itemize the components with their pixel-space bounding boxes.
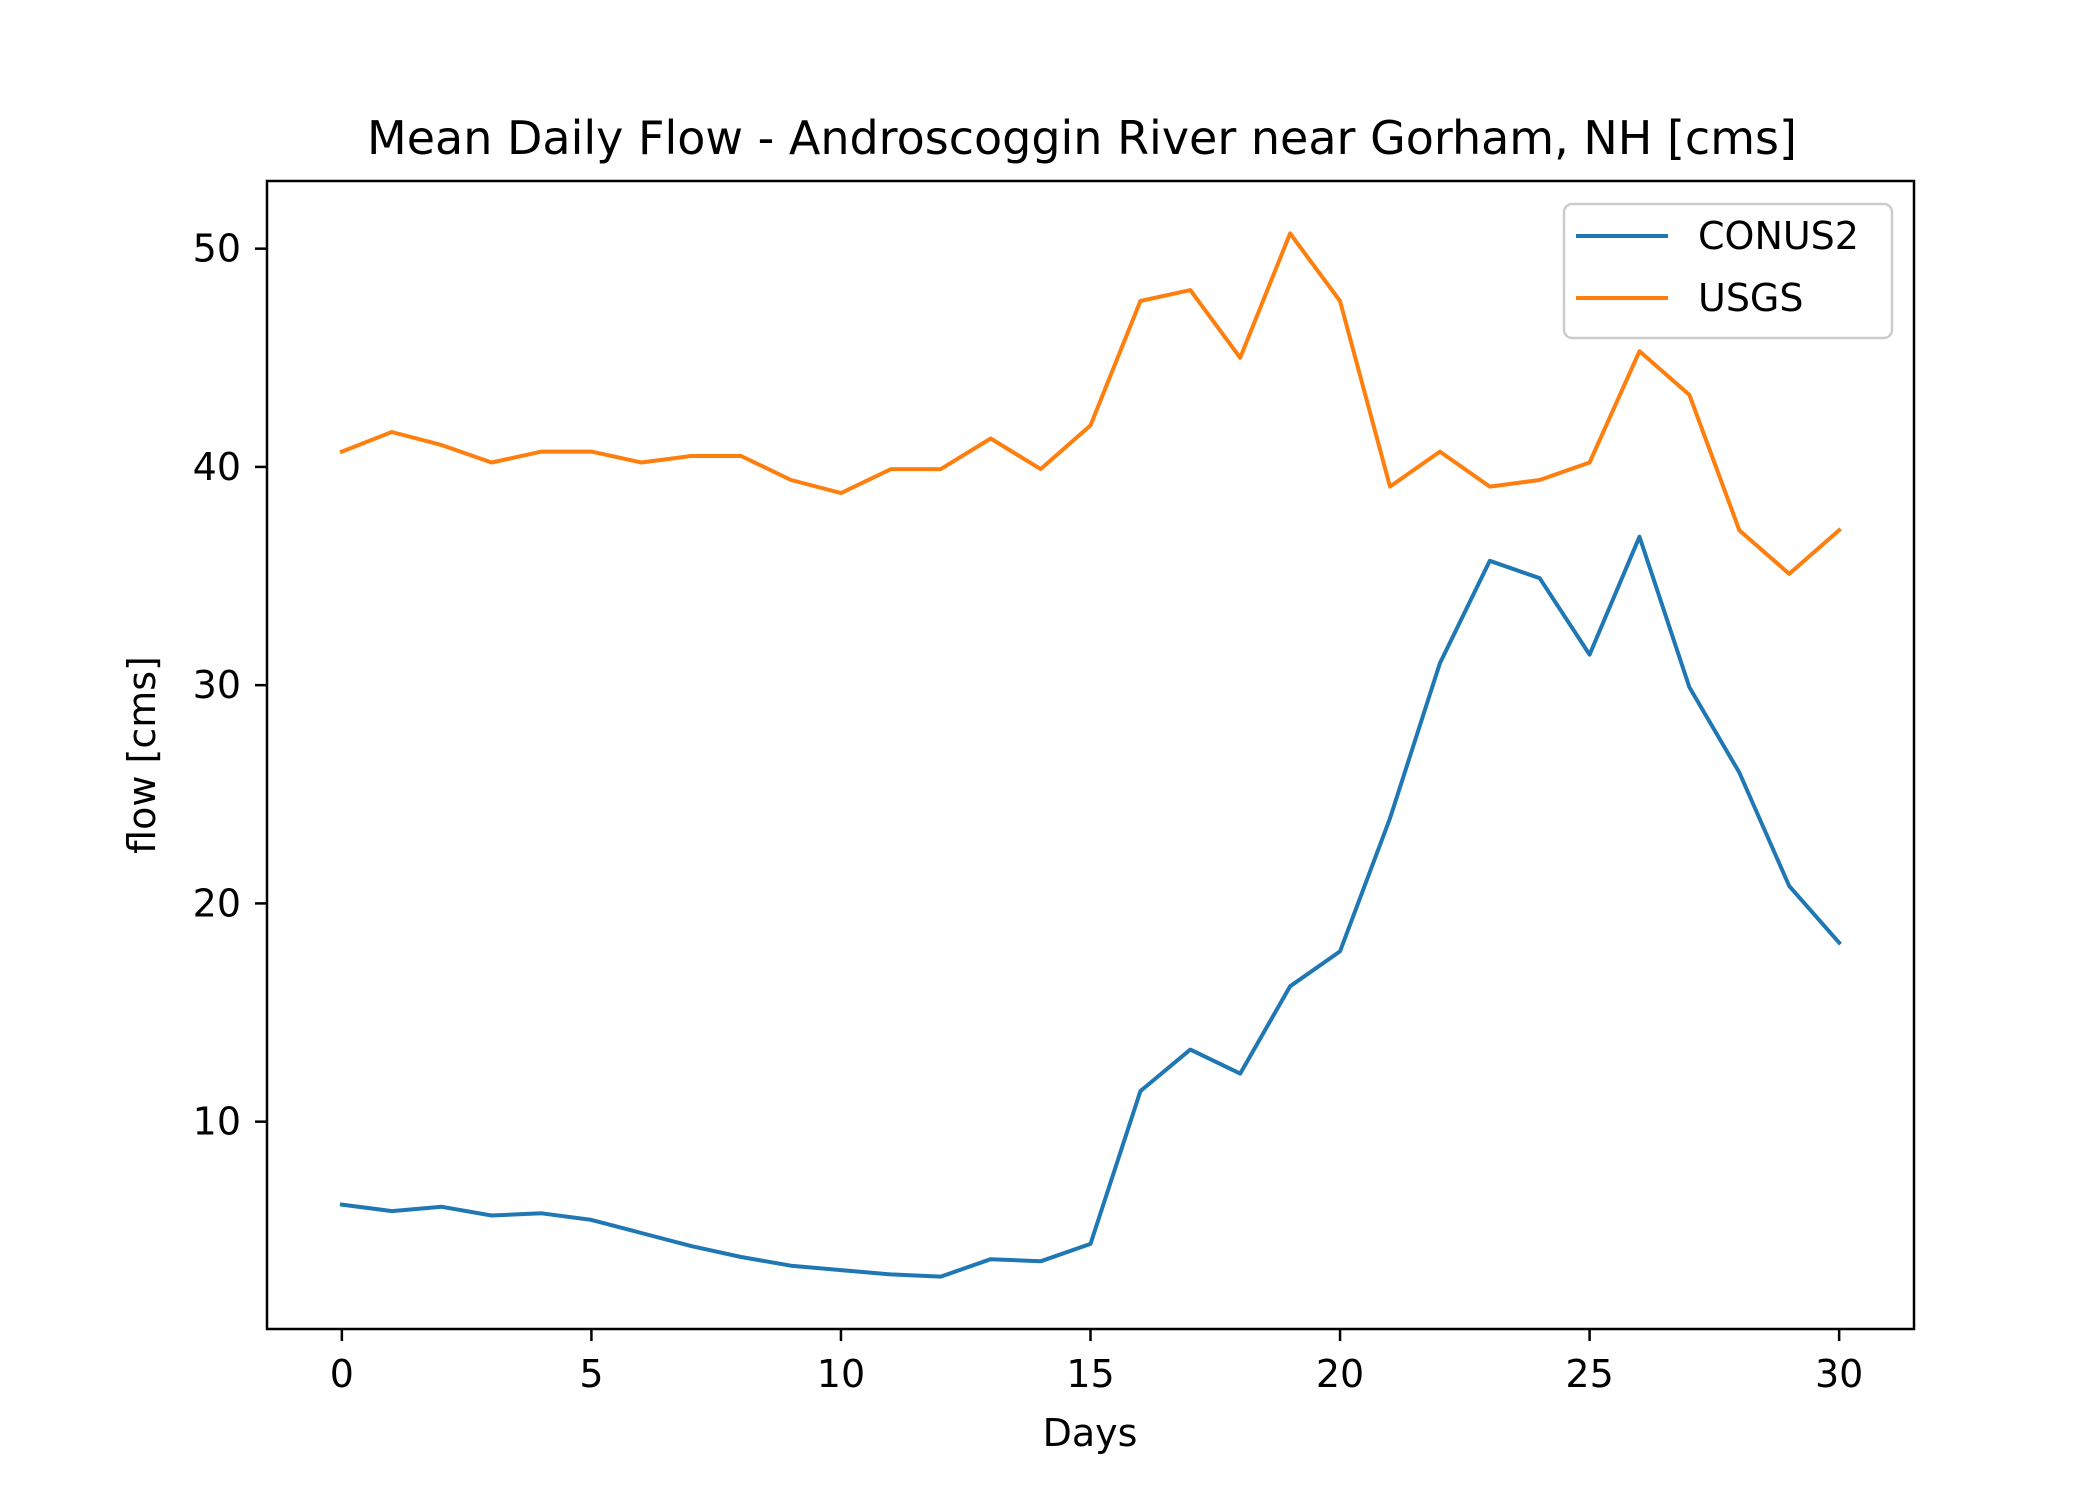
data-point (789, 478, 793, 482)
data-point (440, 443, 444, 447)
data-point (839, 1268, 843, 1272)
data-point (1138, 299, 1142, 303)
data-point (340, 1203, 344, 1207)
data-point (1687, 685, 1691, 689)
data-point (390, 1209, 394, 1213)
data-point (589, 450, 593, 454)
data-point (839, 491, 843, 495)
data-point (1638, 535, 1642, 539)
y-tick-label: 30 (193, 663, 241, 707)
data-point (1687, 393, 1691, 397)
data-point (739, 1255, 743, 1259)
data-point (1638, 349, 1642, 353)
series-line-usgs (339, 231, 1842, 576)
data-point (1039, 1259, 1043, 1263)
data-point (1089, 1242, 1093, 1246)
y-axis-ticks: 10 20 30 40 50 (193, 227, 267, 1144)
data-point (390, 430, 394, 434)
y-tick-label: 10 (193, 1100, 241, 1144)
legend-label-conus2: CONUS2 (1698, 214, 1859, 258)
x-tick-label: 30 (1815, 1352, 1863, 1396)
data-point (1737, 528, 1741, 532)
data-point (1188, 288, 1192, 292)
data-point (1039, 467, 1043, 471)
data-point (1188, 1048, 1192, 1052)
data-point (1138, 1089, 1142, 1093)
y-axis-label: flow [cms] (120, 656, 164, 854)
data-point (939, 1275, 943, 1279)
legend: CONUS2 USGS (1562, 202, 1894, 340)
data-point (1787, 572, 1791, 576)
data-point (1238, 1072, 1242, 1076)
data-point (1588, 653, 1592, 657)
x-tick-label: 10 (817, 1352, 865, 1396)
data-point (639, 1231, 643, 1235)
legend-label-usgs: USGS (1698, 276, 1804, 320)
data-point (1089, 423, 1093, 427)
data-point (1338, 949, 1342, 953)
data-point (440, 1205, 444, 1209)
data-point (939, 467, 943, 471)
data-point (889, 467, 893, 471)
x-axis-label: Days (1043, 1411, 1138, 1455)
data-point (889, 1272, 893, 1276)
data-point (1438, 661, 1442, 665)
data-point (739, 454, 743, 458)
data-point (1837, 941, 1841, 945)
data-point (989, 437, 993, 441)
x-tick-label: 20 (1316, 1352, 1364, 1396)
data-point (1538, 576, 1542, 580)
data-point (989, 1257, 993, 1261)
data-point (1288, 984, 1292, 988)
data-point (1837, 528, 1841, 532)
x-tick-label: 5 (579, 1352, 603, 1396)
data-point (1538, 478, 1542, 482)
data-point (540, 1211, 544, 1215)
data-point (1238, 356, 1242, 360)
x-axis-ticks: 0 5 10 15 20 25 30 (330, 1329, 1863, 1396)
series-line-conus2 (339, 534, 1842, 1279)
data-point (1388, 485, 1392, 489)
data-point (1288, 231, 1292, 235)
data-point (689, 1244, 693, 1248)
data-point (639, 461, 643, 465)
y-tick-label: 40 (193, 445, 241, 489)
data-point (1338, 299, 1342, 303)
data-point (1488, 559, 1492, 563)
data-point (1488, 485, 1492, 489)
data-point (689, 454, 693, 458)
y-tick-label: 50 (193, 227, 241, 271)
data-point (589, 1218, 593, 1222)
data-point (1388, 816, 1392, 820)
data-point (490, 1214, 494, 1218)
data-point (340, 450, 344, 454)
data-point (1438, 450, 1442, 454)
data-point (1737, 771, 1741, 775)
y-tick-label: 20 (193, 881, 241, 925)
data-point (1588, 461, 1592, 465)
plot-area (339, 231, 1842, 1279)
x-tick-label: 25 (1565, 1352, 1613, 1396)
data-point (1787, 884, 1791, 888)
data-point (490, 461, 494, 465)
x-tick-label: 15 (1066, 1352, 1114, 1396)
data-point (540, 450, 544, 454)
chart-title: Mean Daily Flow - Androscoggin River nea… (367, 111, 1797, 165)
x-tick-label: 0 (330, 1352, 354, 1396)
data-point (789, 1264, 793, 1268)
